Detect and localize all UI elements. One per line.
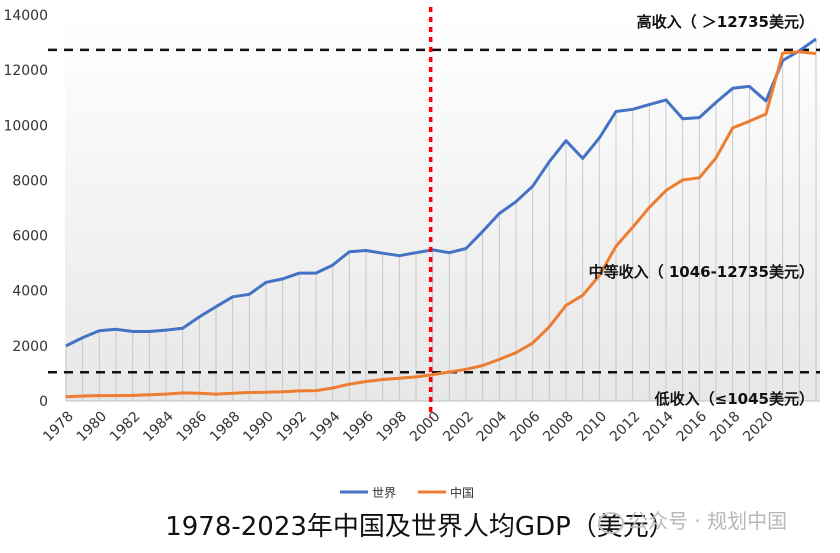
x-tick-label: 2016 <box>674 408 711 445</box>
x-tick-label: 1992 <box>274 409 311 446</box>
x-tick-label: 1988 <box>207 409 244 446</box>
y-tick-label: 4000 <box>12 284 48 300</box>
y-tick-label: 10000 <box>3 118 48 134</box>
y-tick-label: 14000 <box>3 8 48 24</box>
legend-label-china: 中国 <box>450 485 474 500</box>
high-income-label: 高收入（ ＞12735美元） <box>637 13 814 31</box>
wechat-icon <box>598 511 624 534</box>
watermark: 公众号 · 规划中国 <box>598 505 787 534</box>
legend: 世界 中国 <box>340 485 474 500</box>
y-tick-label: 8000 <box>12 173 48 189</box>
series-line <box>65 50 817 399</box>
middle-income-label: 中等收入（ 1046-12735美元） <box>589 263 814 281</box>
plot-background <box>65 15 820 401</box>
x-tick-label: 1984 <box>140 408 177 445</box>
reference-lines <box>48 48 820 374</box>
x-tick-label: 1996 <box>340 408 377 445</box>
x-tick-label: 1994 <box>307 408 344 445</box>
x-tick-label: 1982 <box>107 409 144 446</box>
x-tick-label: 2010 <box>574 409 611 446</box>
x-tick-label: 2014 <box>640 408 677 445</box>
x-tick-label: 1986 <box>174 408 211 445</box>
series-line <box>65 37 817 348</box>
y-tick-label: 6000 <box>12 229 48 245</box>
watermark-text: 公众号 · 规划中国 <box>628 509 788 533</box>
x-tick-label: 2020 <box>740 409 777 446</box>
low-income-label: 低收入（≤1045美元） <box>654 390 814 408</box>
x-tick-label: 2000 <box>407 409 444 446</box>
x-tick-label: 2002 <box>440 409 477 446</box>
y-axis: 0 2000 4000 6000 8000 10000 12000 14000 <box>3 8 48 410</box>
x-tick-label: 2018 <box>707 409 744 446</box>
x-tick-label: 1990 <box>240 409 277 446</box>
x-tick-label: 1978 <box>40 409 77 446</box>
series-lines <box>65 37 817 399</box>
y-tick-label: 0 <box>39 394 48 410</box>
y-tick-label: 2000 <box>12 339 48 355</box>
x-tick-label: 1998 <box>374 409 411 446</box>
x-tick-label: 2008 <box>540 409 577 446</box>
x-tick-label: 2006 <box>507 408 544 445</box>
legend-label-world: 世界 <box>372 486 396 500</box>
chart-title: 1978-2023年中国及世界人均GDP（美元） <box>165 512 675 542</box>
x-tick-label: 2004 <box>474 408 511 445</box>
x-tick-label: 2012 <box>607 409 644 446</box>
x-tick-label: 1980 <box>74 409 111 446</box>
y-tick-label: 12000 <box>3 63 48 79</box>
